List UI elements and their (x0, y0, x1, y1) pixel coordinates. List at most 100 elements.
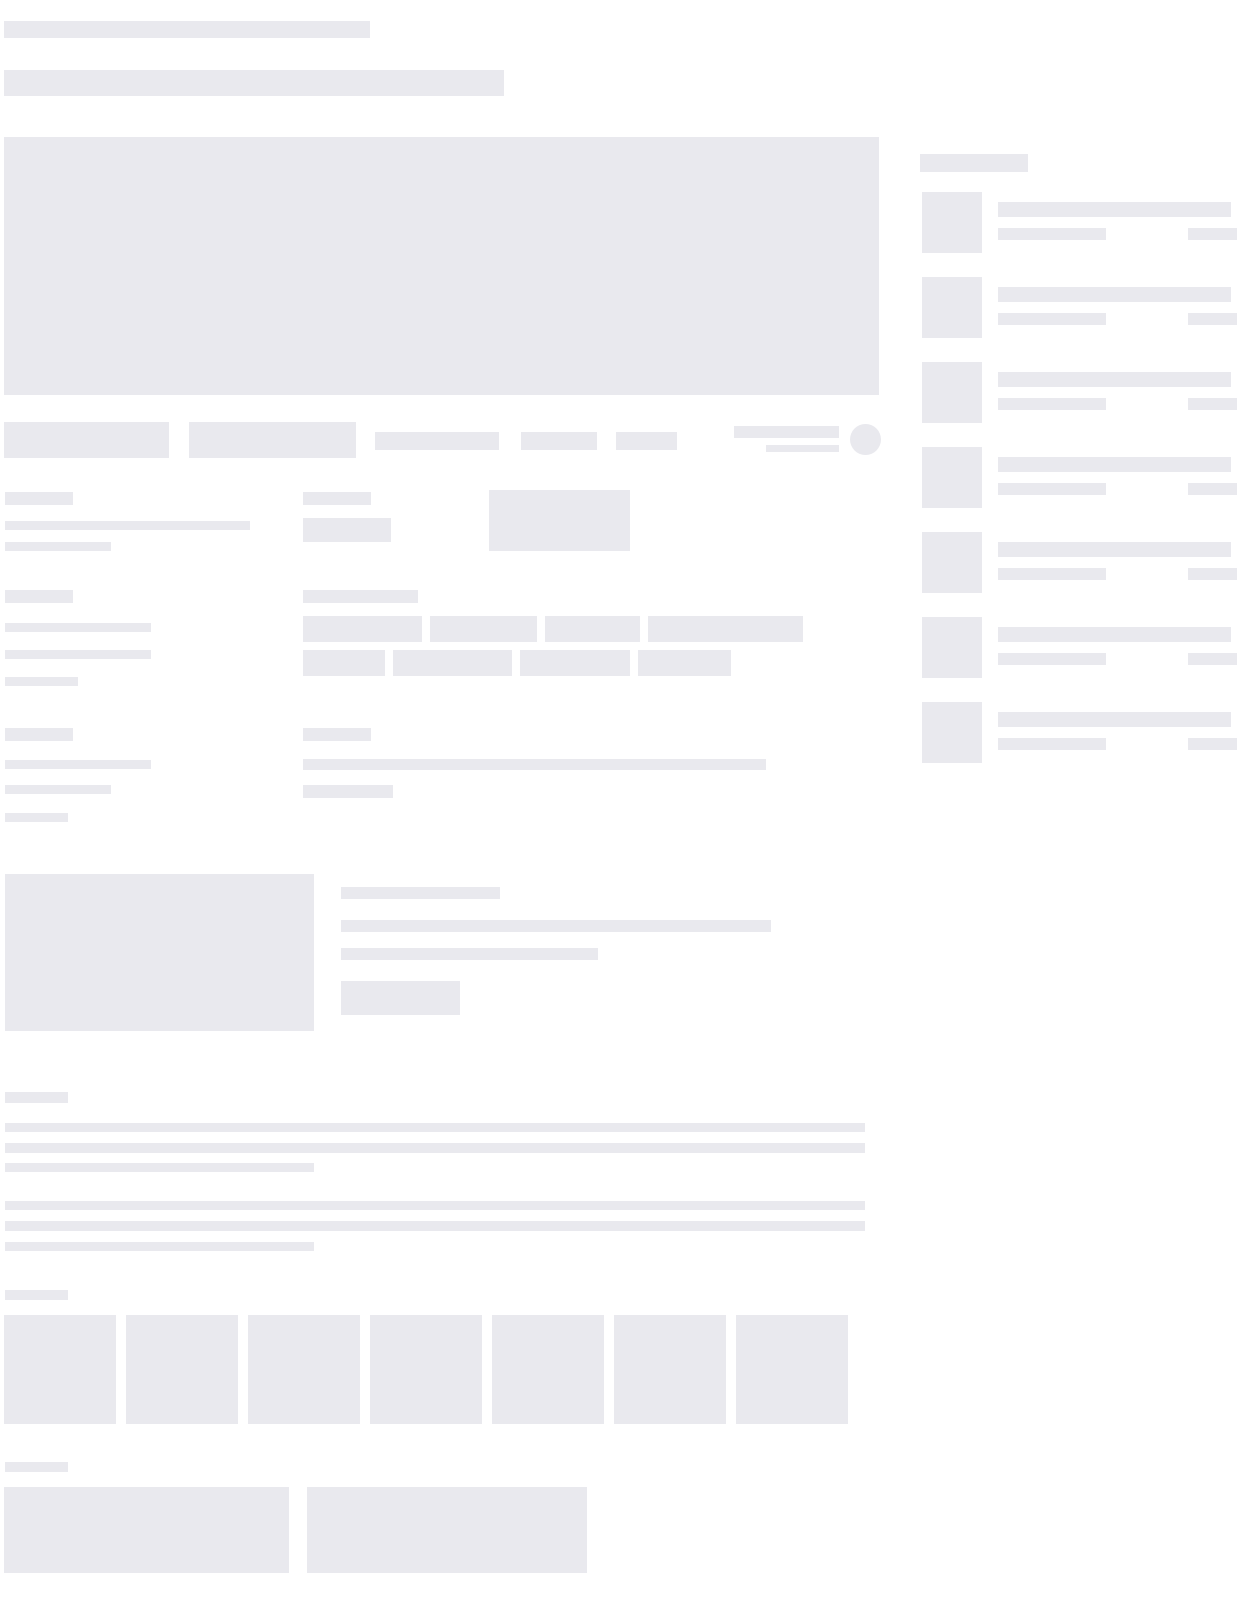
skeleton-related-text (998, 447, 1237, 508)
skeleton-channel-image[interactable] (5, 874, 314, 1031)
skeleton-user-sub-line (766, 445, 839, 452)
skeleton-tag-chip[interactable] (393, 650, 512, 676)
skeleton-related-meta-left (998, 313, 1106, 325)
skeleton-gallery-tile[interactable] (248, 1315, 360, 1424)
skeleton-related-title-line (998, 712, 1231, 727)
skeleton-meta-value-line (5, 677, 78, 686)
skeleton-gallery-tile[interactable] (4, 1315, 116, 1424)
skeleton-meta-label-1 (5, 492, 73, 505)
skeleton-meta-value-line (303, 785, 393, 798)
skeleton-related-meta-left (998, 568, 1106, 580)
skeleton-avatar[interactable] (850, 424, 881, 455)
skeleton-related-meta-right (1188, 653, 1237, 665)
skeleton-meta-info-box (489, 490, 630, 551)
skeleton-related-item[interactable] (920, 532, 1237, 593)
skeleton-related-meta-right (1188, 313, 1237, 325)
skeleton-related-meta-right (1188, 228, 1237, 240)
skeleton-related-text (998, 192, 1237, 253)
skeleton-meta-value-line (5, 623, 151, 632)
skeleton-related-meta-row (998, 228, 1237, 240)
skeleton-footer-card[interactable] (4, 1487, 289, 1573)
skeleton-related-thumbnail (922, 362, 982, 423)
skeleton-meta-value-line (5, 785, 111, 794)
skeleton-tag-chip[interactable] (430, 616, 537, 642)
skeleton-gallery-label (5, 1290, 68, 1300)
skeleton-gallery-tile[interactable] (126, 1315, 238, 1424)
skeleton-related-title-line (998, 202, 1231, 217)
skeleton-meta-label-3 (5, 590, 73, 603)
skeleton-related-meta-row (998, 568, 1237, 580)
gallery-strip (4, 1315, 848, 1424)
skeleton-meta-label-5 (303, 728, 371, 741)
skeleton-sidebar-heading (920, 154, 1028, 172)
skeleton-meta-value-line (5, 760, 151, 769)
skeleton-primary-button[interactable] (4, 422, 169, 458)
skeleton-related-text (998, 277, 1237, 338)
skeleton-description-line (5, 1123, 865, 1132)
skeleton-tag-chip[interactable] (545, 616, 640, 642)
skeleton-related-thumbnail (922, 532, 982, 593)
skeleton-tag-row-1 (303, 616, 803, 642)
skeleton-tag-chip[interactable] (303, 650, 385, 676)
skeleton-related-title-line (998, 457, 1231, 472)
skeleton-related-text (998, 532, 1237, 593)
skeleton-related-title-line (998, 627, 1231, 642)
skeleton-related-text (998, 362, 1237, 423)
skeleton-tag-chip[interactable] (520, 650, 630, 676)
skeleton-tab-third[interactable] (616, 432, 677, 450)
skeleton-channel-line (341, 920, 771, 932)
skeleton-tag-row-2 (303, 650, 731, 676)
skeleton-related-text (998, 617, 1237, 678)
skeleton-gallery-tile[interactable] (492, 1315, 604, 1424)
skeleton-channel-button[interactable] (341, 981, 460, 1015)
skeleton-related-meta-left (998, 398, 1106, 410)
skeleton-meta-value-line (5, 542, 111, 551)
skeleton-related-item[interactable] (920, 617, 1237, 678)
skeleton-footer-label (5, 1462, 68, 1472)
skeleton-tab-second[interactable] (521, 432, 597, 450)
skeleton-related-meta-row (998, 738, 1237, 750)
skeleton-related-item[interactable] (920, 702, 1237, 763)
skeleton-related-item[interactable] (920, 447, 1237, 508)
skeleton-related-thumbnail (922, 277, 982, 338)
skeleton-gallery-tile[interactable] (736, 1315, 848, 1424)
skeleton-related-meta-row (998, 398, 1237, 410)
skeleton-meta-label-2 (303, 492, 371, 505)
skeleton-media-player (4, 137, 879, 395)
skeleton-description-line (5, 1242, 314, 1251)
skeleton-related-item[interactable] (920, 362, 1237, 423)
skeleton-related-meta-right (1188, 738, 1237, 750)
skeleton-page-title (4, 70, 504, 96)
skeleton-gallery-tile[interactable] (370, 1315, 482, 1424)
skeleton-tag-chip[interactable] (638, 650, 731, 676)
skeleton-tab-first[interactable] (375, 432, 499, 450)
skeleton-description-line (5, 1143, 865, 1153)
skeleton-related-thumbnail (922, 702, 982, 763)
skeleton-related-thumbnail (922, 447, 982, 508)
skeleton-secondary-button[interactable] (189, 422, 356, 458)
skeleton-channel-title (341, 887, 500, 899)
skeleton-meta-value-line (303, 759, 766, 770)
skeleton-related-meta-left (998, 228, 1106, 240)
skeleton-footer-card[interactable] (307, 1487, 587, 1573)
skeleton-related-item[interactable] (920, 192, 1237, 253)
skeleton-gallery-tile[interactable] (614, 1315, 726, 1424)
skeleton-meta-value-chip (303, 518, 391, 542)
skeleton-user-name-line (734, 426, 839, 438)
skeleton-related-meta-right (1188, 568, 1237, 580)
skeleton-meta-value-line (5, 521, 250, 530)
skeleton-description-line (5, 1201, 865, 1210)
skeleton-tags-label (303, 590, 418, 603)
skeleton-tag-chip[interactable] (648, 616, 803, 642)
related-list (920, 192, 1237, 763)
skeleton-meta-value-line (5, 650, 151, 659)
skeleton-description-line (5, 1163, 314, 1172)
skeleton-related-item[interactable] (920, 277, 1237, 338)
skeleton-meta-value-line (5, 813, 68, 822)
skeleton-related-thumbnail (922, 617, 982, 678)
skeleton-related-meta-row (998, 313, 1237, 325)
skeleton-related-meta-right (1188, 483, 1237, 495)
skeleton-related-title-line (998, 372, 1231, 387)
skeleton-tag-chip[interactable] (303, 616, 422, 642)
skeleton-related-meta-left (998, 738, 1106, 750)
